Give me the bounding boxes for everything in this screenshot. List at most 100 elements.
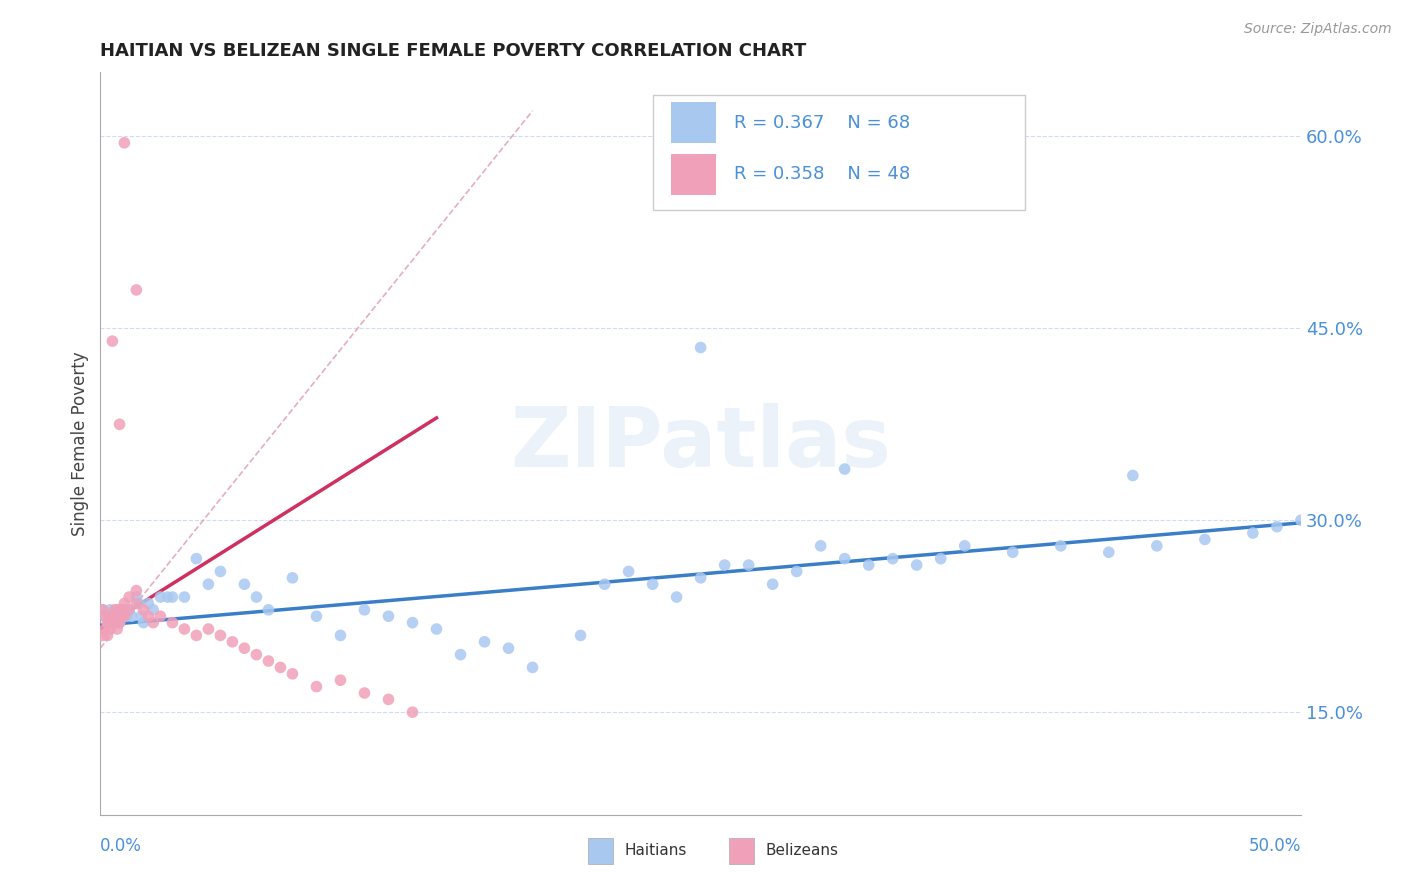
Point bbox=[112, 609, 135, 624]
Point bbox=[108, 615, 131, 630]
Text: R = 0.358    N = 48: R = 0.358 N = 48 bbox=[734, 166, 911, 184]
Point bbox=[522, 660, 544, 674]
Point bbox=[138, 596, 160, 610]
Point bbox=[593, 577, 616, 591]
Point bbox=[1001, 545, 1024, 559]
Point bbox=[353, 603, 375, 617]
Point bbox=[834, 462, 856, 476]
Point bbox=[305, 609, 328, 624]
Point bbox=[104, 615, 127, 630]
Text: Haitians: Haitians bbox=[624, 844, 688, 858]
Bar bbox=[671, 154, 716, 194]
Point bbox=[118, 603, 141, 617]
Point bbox=[1265, 519, 1288, 533]
Point bbox=[905, 558, 928, 572]
Point bbox=[953, 539, 976, 553]
Point bbox=[108, 417, 131, 432]
Point bbox=[162, 590, 184, 604]
Point bbox=[118, 603, 141, 617]
Point bbox=[233, 641, 256, 656]
Point bbox=[233, 577, 256, 591]
Point bbox=[450, 648, 472, 662]
Point bbox=[96, 628, 118, 642]
Point bbox=[617, 565, 640, 579]
Point bbox=[132, 603, 155, 617]
Point bbox=[186, 551, 208, 566]
Point bbox=[94, 609, 117, 624]
Point bbox=[353, 686, 375, 700]
Point bbox=[142, 615, 165, 630]
Point bbox=[929, 551, 952, 566]
Point bbox=[209, 565, 232, 579]
Point bbox=[121, 609, 143, 624]
Point bbox=[104, 603, 127, 617]
Point bbox=[737, 558, 759, 572]
Point bbox=[91, 603, 114, 617]
Point bbox=[498, 641, 520, 656]
Point bbox=[98, 609, 121, 624]
FancyBboxPatch shape bbox=[652, 95, 1025, 210]
Point bbox=[1241, 526, 1264, 541]
Point bbox=[125, 596, 148, 610]
Point bbox=[401, 705, 423, 719]
Point bbox=[197, 577, 219, 591]
Point bbox=[882, 551, 904, 566]
Point bbox=[129, 609, 152, 624]
Point bbox=[401, 615, 423, 630]
Point bbox=[149, 590, 172, 604]
Point bbox=[162, 615, 184, 630]
Text: Belizeans: Belizeans bbox=[765, 844, 838, 858]
Point bbox=[186, 628, 208, 642]
Text: 0.0%: 0.0% bbox=[100, 837, 142, 855]
Point bbox=[305, 680, 328, 694]
Point bbox=[108, 603, 131, 617]
Point bbox=[156, 590, 179, 604]
Point bbox=[173, 590, 195, 604]
Point bbox=[425, 622, 447, 636]
Point bbox=[245, 648, 267, 662]
Text: HAITIAN VS BELIZEAN SINGLE FEMALE POVERTY CORRELATION CHART: HAITIAN VS BELIZEAN SINGLE FEMALE POVERT… bbox=[100, 42, 807, 60]
Point bbox=[665, 590, 688, 604]
Point bbox=[329, 673, 352, 688]
Point bbox=[111, 609, 134, 624]
Point bbox=[125, 583, 148, 598]
Text: R = 0.367    N = 68: R = 0.367 N = 68 bbox=[734, 113, 910, 131]
Point bbox=[94, 609, 117, 624]
Point bbox=[209, 628, 232, 642]
Point bbox=[474, 635, 496, 649]
Point bbox=[377, 609, 399, 624]
Point bbox=[101, 609, 124, 624]
Point bbox=[96, 615, 118, 630]
Point bbox=[1049, 539, 1071, 553]
Point bbox=[111, 603, 134, 617]
Point bbox=[128, 596, 150, 610]
Point bbox=[104, 615, 127, 630]
Point bbox=[91, 628, 114, 642]
Point bbox=[112, 136, 135, 150]
Point bbox=[569, 628, 592, 642]
Point bbox=[105, 622, 128, 636]
Point bbox=[1146, 539, 1168, 553]
Point bbox=[138, 609, 160, 624]
Point bbox=[858, 558, 880, 572]
Point bbox=[142, 603, 165, 617]
Point bbox=[786, 565, 808, 579]
Point bbox=[125, 590, 148, 604]
Point bbox=[101, 615, 124, 630]
Point bbox=[197, 622, 219, 636]
Text: Source: ZipAtlas.com: Source: ZipAtlas.com bbox=[1244, 22, 1392, 37]
Point bbox=[1122, 468, 1144, 483]
Text: 50.0%: 50.0% bbox=[1249, 837, 1301, 855]
Point bbox=[112, 596, 135, 610]
Point bbox=[377, 692, 399, 706]
Point bbox=[108, 615, 131, 630]
Point bbox=[149, 609, 172, 624]
Point bbox=[245, 590, 267, 604]
Point bbox=[101, 334, 124, 348]
Point bbox=[173, 622, 195, 636]
Point bbox=[689, 571, 711, 585]
Point bbox=[101, 609, 124, 624]
Point bbox=[281, 571, 304, 585]
Point bbox=[105, 609, 128, 624]
Point bbox=[257, 603, 280, 617]
